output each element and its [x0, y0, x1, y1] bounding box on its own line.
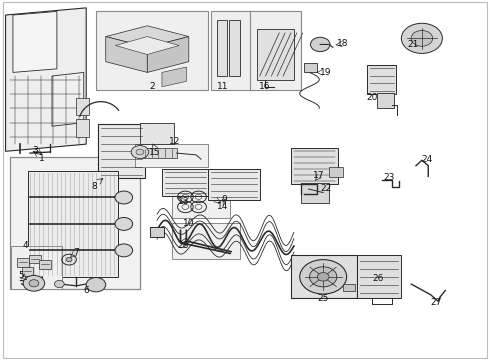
Circle shape: [66, 257, 72, 262]
Bar: [211, 12, 252, 90]
Text: 23: 23: [384, 173, 395, 182]
Bar: [172, 223, 240, 259]
Bar: [172, 189, 230, 218]
Circle shape: [54, 280, 64, 288]
Text: 24: 24: [421, 155, 432, 164]
Polygon shape: [147, 37, 189, 72]
Bar: [377, 93, 394, 108]
Text: 28: 28: [177, 242, 189, 251]
Text: 16: 16: [259, 82, 270, 91]
Bar: [217, 21, 227, 76]
Text: 4: 4: [23, 241, 28, 250]
Text: 14: 14: [218, 202, 229, 211]
Bar: [367, 65, 396, 94]
Text: 20: 20: [367, 93, 378, 102]
Text: 22: 22: [320, 184, 331, 193]
Circle shape: [318, 273, 329, 281]
Circle shape: [401, 23, 442, 53]
Circle shape: [115, 217, 133, 230]
Text: 18: 18: [337, 39, 348, 48]
Bar: [250, 12, 301, 90]
Circle shape: [310, 267, 337, 287]
Text: 15: 15: [149, 148, 160, 157]
Text: 6: 6: [83, 285, 89, 294]
Bar: [96, 12, 208, 90]
Circle shape: [411, 31, 433, 46]
Bar: [76, 98, 89, 116]
Bar: [135, 144, 208, 167]
Polygon shape: [116, 37, 179, 54]
Bar: [292, 148, 338, 184]
Text: 5: 5: [18, 271, 24, 280]
Circle shape: [29, 280, 39, 287]
Polygon shape: [106, 26, 189, 47]
Bar: [29, 255, 41, 263]
Circle shape: [311, 37, 330, 51]
Circle shape: [115, 191, 133, 204]
Polygon shape: [52, 72, 84, 126]
Text: 9: 9: [221, 195, 227, 204]
Bar: [329, 167, 343, 177]
Text: 3: 3: [32, 146, 38, 155]
Bar: [357, 255, 401, 298]
Polygon shape: [143, 148, 176, 158]
Bar: [22, 267, 33, 276]
Bar: [11, 246, 62, 289]
Text: 2: 2: [149, 82, 155, 91]
Bar: [343, 284, 355, 291]
Circle shape: [131, 145, 149, 158]
Bar: [292, 255, 357, 298]
Bar: [76, 119, 89, 137]
Text: 19: 19: [320, 68, 331, 77]
Text: 27: 27: [431, 298, 442, 307]
Polygon shape: [106, 37, 147, 72]
Bar: [27, 171, 118, 277]
Bar: [39, 260, 50, 269]
Circle shape: [86, 278, 106, 292]
Bar: [10, 157, 140, 289]
Bar: [208, 169, 260, 200]
Bar: [150, 227, 164, 237]
Polygon shape: [13, 12, 57, 72]
Polygon shape: [162, 67, 186, 87]
Text: 1: 1: [39, 154, 45, 163]
Bar: [17, 258, 28, 267]
Bar: [162, 169, 208, 196]
Text: 11: 11: [217, 82, 229, 91]
Bar: [229, 21, 240, 76]
Text: 13: 13: [178, 197, 190, 206]
Polygon shape: [5, 8, 86, 151]
Bar: [301, 183, 329, 203]
Text: 25: 25: [318, 294, 329, 303]
Text: 21: 21: [407, 40, 418, 49]
Bar: [98, 125, 145, 178]
Bar: [140, 123, 174, 144]
Circle shape: [136, 149, 144, 155]
Text: 17: 17: [313, 171, 324, 180]
Circle shape: [115, 244, 133, 257]
Circle shape: [23, 275, 45, 291]
Circle shape: [300, 260, 346, 294]
Text: 26: 26: [373, 274, 384, 283]
Bar: [304, 63, 318, 72]
Polygon shape: [257, 30, 294, 80]
Text: 7: 7: [74, 248, 79, 257]
Text: 8: 8: [92, 181, 98, 190]
Text: 12: 12: [169, 137, 180, 146]
Text: 10: 10: [183, 219, 195, 228]
